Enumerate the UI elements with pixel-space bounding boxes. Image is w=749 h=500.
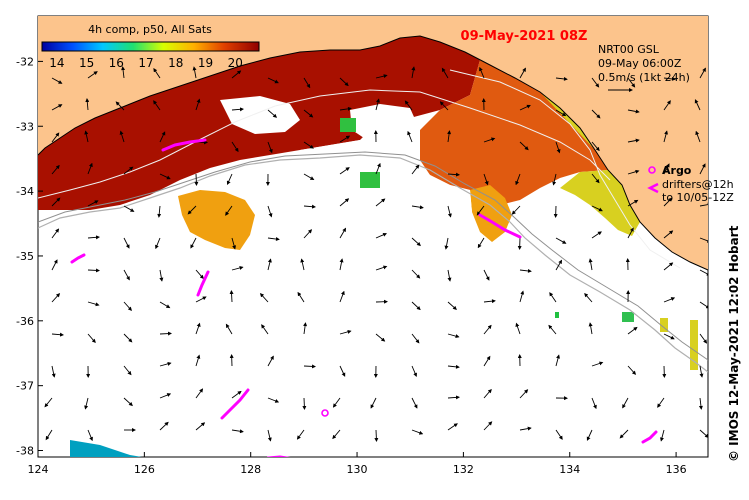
vector-legend-time: 09-May 06:00Z (598, 57, 682, 70)
lat-tick-label: -36 (16, 315, 34, 328)
current-vector (88, 270, 99, 271)
drifter-legend-line2: to 10/05-12Z (662, 191, 734, 204)
sst-speck (690, 320, 698, 370)
current-vector (231, 291, 232, 302)
sst-speck (340, 118, 356, 132)
sst-speck (555, 312, 559, 318)
lat-tick-label: -33 (16, 120, 34, 133)
lon-tick-label: 130 (347, 463, 368, 476)
argo-legend-label: Argo (662, 164, 692, 177)
colorbar-tick-label: 16 (109, 56, 124, 70)
lon-tick-label: 132 (453, 463, 474, 476)
sst-speck (622, 312, 634, 322)
colorbar-tick-label: 19 (198, 56, 213, 70)
lon-tick-label: 124 (28, 463, 49, 476)
lon-tick-label: 126 (134, 463, 155, 476)
colorbar-tick-label: 17 (138, 56, 153, 70)
colorbar-tick-label: 18 (168, 56, 183, 70)
drifter-legend-line1: drifters@12h (662, 178, 734, 191)
vector-legend-scale: 0.5m/s (1kt 24h) (598, 71, 690, 84)
colorbar-tick-label: 15 (79, 56, 94, 70)
lon-tick-label: 136 (666, 463, 687, 476)
lat-tick-label: -37 (16, 380, 34, 393)
imos-credit: © IMOS 12-May-2021 12:02 Hobart (727, 225, 741, 462)
product-label: 4h comp, p50, All Sats (88, 23, 212, 36)
lat-tick-label: -35 (16, 250, 34, 263)
sst-speck (360, 172, 380, 188)
current-vector (304, 398, 305, 409)
current-vector (196, 174, 197, 185)
vector-legend-source: NRT00 GSL (598, 43, 660, 56)
colorbar-tick-label: 20 (228, 56, 243, 70)
lon-tick-label: 134 (559, 463, 580, 476)
current-vector (376, 430, 377, 441)
lat-tick-label: -34 (16, 185, 34, 198)
lat-tick-label: -38 (16, 445, 34, 458)
colorbar-gradient (42, 42, 259, 51)
current-vector (160, 333, 171, 334)
lon-tick-label: 128 (240, 463, 261, 476)
lat-tick-label: -32 (16, 55, 34, 68)
map-date-title: 09-May-2021 08Z (461, 29, 588, 44)
colorbar-tick-label: 14 (49, 56, 64, 70)
current-vector (304, 366, 315, 367)
